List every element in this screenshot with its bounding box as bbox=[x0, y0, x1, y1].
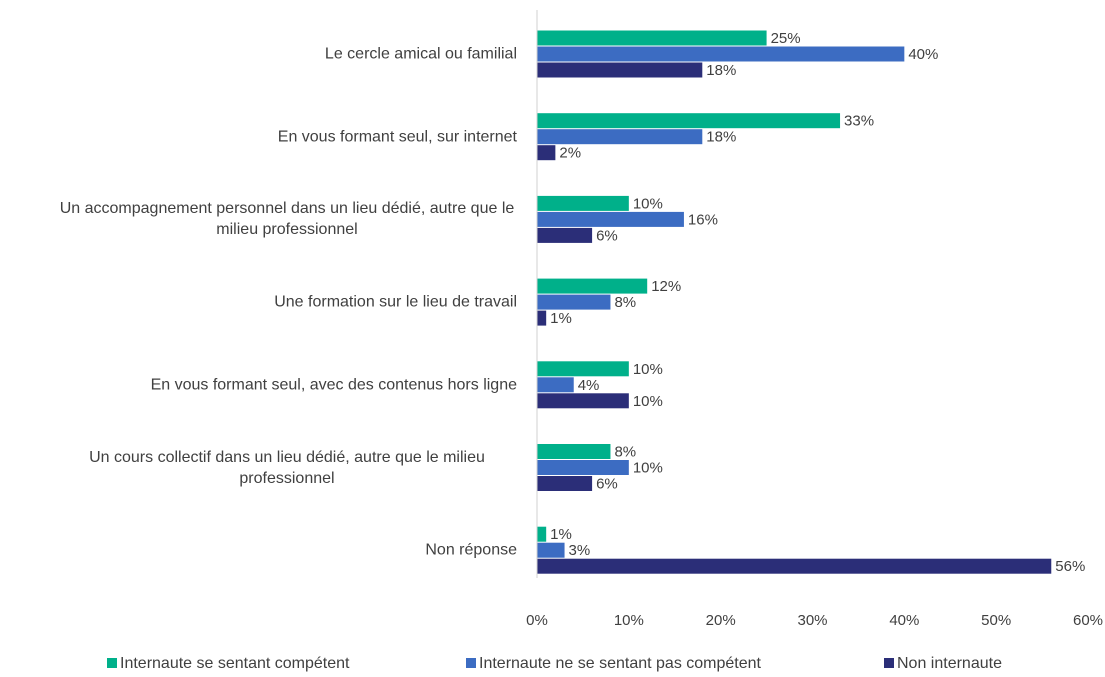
bar bbox=[537, 460, 629, 475]
value-label: 6% bbox=[596, 475, 618, 492]
bar bbox=[537, 145, 556, 161]
bar bbox=[537, 227, 593, 243]
category-label: En vous formant seul, avec des contenus … bbox=[17, 374, 517, 395]
legend-label: Non internaute bbox=[897, 655, 1002, 672]
category-label: Un accompagnement personnel dans un lieu… bbox=[17, 198, 517, 240]
bar bbox=[537, 558, 1052, 574]
value-label: 25% bbox=[771, 30, 801, 47]
bar bbox=[537, 542, 565, 558]
x-tick-label: 30% bbox=[797, 612, 827, 629]
bar bbox=[537, 278, 648, 294]
value-label: 6% bbox=[596, 227, 618, 244]
bar bbox=[537, 30, 767, 46]
bar bbox=[537, 476, 593, 491]
bar bbox=[537, 526, 547, 542]
legend-swatch bbox=[466, 658, 476, 668]
legend-label: Internaute ne se sentant pas compétent bbox=[479, 655, 762, 672]
category-label: Le cercle amical ou familial bbox=[17, 44, 517, 65]
value-label: 16% bbox=[688, 211, 718, 228]
category-text: En vous formant seul, avec des contenus … bbox=[150, 376, 517, 394]
legend-label: Internaute se sentant compétent bbox=[120, 655, 350, 672]
bar bbox=[537, 444, 611, 459]
value-label: 8% bbox=[614, 443, 636, 460]
value-label: 33% bbox=[844, 113, 874, 130]
value-label: 10% bbox=[633, 459, 663, 476]
x-tick-label: 10% bbox=[614, 612, 644, 629]
bar bbox=[537, 129, 703, 145]
x-tick-label: 40% bbox=[889, 612, 919, 629]
category-text: Un accompagnement personnel dans un lieu… bbox=[59, 200, 515, 239]
category-text: Une formation sur le lieu de travail bbox=[274, 293, 517, 311]
value-label: 1% bbox=[550, 310, 572, 327]
bar bbox=[537, 211, 684, 227]
x-tick-label: 0% bbox=[526, 612, 548, 629]
value-label: 18% bbox=[706, 62, 736, 79]
bar bbox=[537, 113, 841, 129]
bar bbox=[537, 294, 611, 310]
category-label: Non réponse bbox=[17, 540, 517, 561]
value-label: 18% bbox=[706, 129, 736, 146]
bar bbox=[537, 361, 629, 377]
category-text: Un cours collectif dans un lieu dédié, a… bbox=[89, 448, 485, 487]
x-tick-label: 60% bbox=[1073, 612, 1103, 629]
bar bbox=[537, 310, 547, 326]
legend-swatch bbox=[107, 658, 117, 668]
category-label: Un cours collectif dans un lieu dédié, a… bbox=[17, 447, 517, 489]
x-tick-label: 50% bbox=[981, 612, 1011, 629]
value-label: 10% bbox=[633, 361, 663, 378]
legend-swatch bbox=[884, 658, 894, 668]
bar bbox=[537, 195, 629, 211]
value-label: 1% bbox=[550, 526, 572, 543]
value-label: 10% bbox=[633, 195, 663, 212]
bar bbox=[537, 46, 905, 62]
x-tick-label: 20% bbox=[706, 612, 736, 629]
value-label: 2% bbox=[559, 145, 581, 162]
bar bbox=[537, 393, 629, 409]
bar bbox=[537, 62, 703, 78]
category-text: Le cercle amical ou familial bbox=[324, 45, 517, 63]
value-label: 4% bbox=[578, 377, 600, 394]
category-text: En vous formant seul, sur internet bbox=[277, 128, 517, 146]
category-label: En vous formant seul, sur internet bbox=[17, 126, 517, 147]
category-label: Une formation sur le lieu de travail bbox=[17, 292, 517, 313]
value-label: 56% bbox=[1055, 558, 1085, 575]
value-label: 3% bbox=[569, 542, 591, 559]
value-label: 40% bbox=[908, 46, 938, 63]
value-label: 12% bbox=[651, 278, 681, 295]
bar bbox=[537, 377, 574, 393]
value-label: 10% bbox=[633, 393, 663, 410]
category-text: Non réponse bbox=[425, 541, 517, 559]
value-label: 8% bbox=[614, 294, 636, 311]
